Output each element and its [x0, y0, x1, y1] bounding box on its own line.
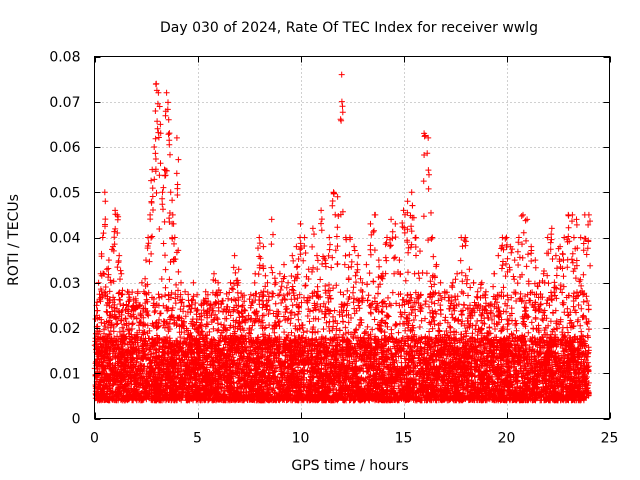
plot-frame [94, 56, 610, 419]
y-tick-label: 0 [72, 412, 81, 428]
x-tick-label: 10 [292, 431, 310, 447]
x-tick-labels: 0 5 10 15 20 25 [90, 431, 618, 447]
y-axis-title: ROTI / TECUs [6, 194, 22, 286]
y-tick-label: 0.07 [49, 95, 80, 111]
y-tick-label: 0.01 [49, 366, 80, 382]
x-tick-label: 20 [498, 431, 516, 447]
roti-points [91, 71, 594, 404]
x-tick-label: 5 [193, 431, 202, 447]
axis-ticks [94, 56, 611, 420]
chart-title: Day 030 of 2024, Rate Of TEC Index for r… [160, 20, 538, 36]
y-tick-label: 0.06 [49, 140, 80, 156]
data-points [91, 71, 594, 404]
y-tick-label: 0.02 [49, 321, 80, 337]
y-tick-labels: 0 0.01 0.02 0.03 0.04 0.05 0.06 0.07 0.08 [49, 50, 80, 428]
y-tick-label: 0.04 [49, 231, 80, 247]
x-axis-title: GPS time / hours [291, 458, 408, 474]
x-tick-label: 0 [90, 431, 99, 447]
x-tick-label: 15 [395, 431, 413, 447]
y-tick-label: 0.05 [49, 185, 80, 201]
y-tick-label: 0.03 [49, 276, 80, 292]
x-tick-label: 25 [601, 431, 619, 447]
y-tick-label: 0.08 [49, 50, 80, 66]
